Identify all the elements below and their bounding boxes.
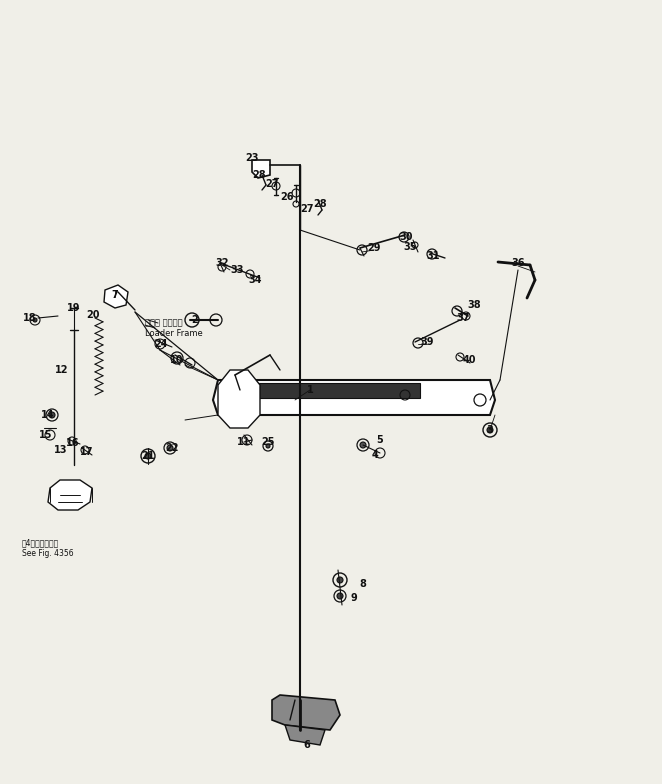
Text: 27: 27 (301, 204, 314, 214)
Text: 20: 20 (86, 310, 100, 320)
Text: 39: 39 (420, 337, 434, 347)
Text: 6: 6 (304, 740, 310, 750)
Polygon shape (213, 380, 495, 415)
Text: 3: 3 (487, 425, 493, 435)
Text: 4: 4 (371, 450, 379, 460)
Polygon shape (48, 480, 92, 510)
Polygon shape (272, 695, 340, 730)
Circle shape (49, 412, 55, 418)
Text: 15: 15 (39, 430, 53, 440)
Text: 13: 13 (54, 445, 68, 455)
Circle shape (145, 453, 151, 459)
Text: 28: 28 (252, 170, 266, 180)
Polygon shape (285, 725, 325, 745)
Text: 37: 37 (456, 313, 470, 323)
Text: 30: 30 (399, 232, 412, 242)
Text: 16: 16 (66, 438, 79, 448)
Text: 5: 5 (377, 435, 383, 445)
Text: 32: 32 (215, 258, 229, 268)
Polygon shape (240, 383, 420, 398)
Text: 1: 1 (307, 385, 313, 395)
Text: 28: 28 (313, 199, 327, 209)
Circle shape (487, 427, 493, 433)
Text: 23: 23 (245, 153, 259, 163)
Text: 19: 19 (68, 303, 81, 313)
Circle shape (33, 318, 37, 322)
Text: 第4３５６図参照
See Fig. 4356: 第4３５６図参照 See Fig. 4356 (22, 539, 73, 557)
Text: 18: 18 (23, 313, 37, 323)
Text: 36: 36 (511, 258, 525, 268)
Text: 24: 24 (154, 339, 167, 349)
Text: 17: 17 (80, 447, 94, 457)
Text: 2: 2 (191, 315, 199, 325)
Text: 11: 11 (237, 437, 251, 447)
Text: 33: 33 (230, 265, 244, 275)
Circle shape (337, 577, 343, 583)
Text: 27: 27 (265, 179, 279, 189)
Text: 40: 40 (462, 355, 476, 365)
Circle shape (360, 442, 366, 448)
Text: ローダ フレーム
Loader Frame: ローダ フレーム Loader Frame (145, 318, 203, 338)
Text: 10: 10 (170, 355, 184, 365)
Text: 26: 26 (280, 192, 294, 202)
Text: 14: 14 (41, 410, 55, 420)
Circle shape (337, 593, 343, 599)
Text: 9: 9 (351, 593, 357, 603)
Text: 25: 25 (261, 437, 275, 447)
Text: 8: 8 (359, 579, 367, 589)
Polygon shape (218, 370, 260, 428)
Text: 21: 21 (141, 451, 155, 461)
Text: 35: 35 (403, 242, 417, 252)
Polygon shape (104, 285, 128, 308)
Text: 38: 38 (467, 300, 481, 310)
Text: 29: 29 (367, 243, 381, 253)
Text: 7: 7 (112, 290, 118, 300)
Polygon shape (252, 160, 270, 178)
Circle shape (266, 444, 270, 448)
Text: 34: 34 (248, 275, 261, 285)
Text: 31: 31 (426, 251, 440, 261)
Circle shape (167, 445, 173, 451)
Text: 22: 22 (166, 443, 179, 453)
Text: 12: 12 (55, 365, 69, 375)
